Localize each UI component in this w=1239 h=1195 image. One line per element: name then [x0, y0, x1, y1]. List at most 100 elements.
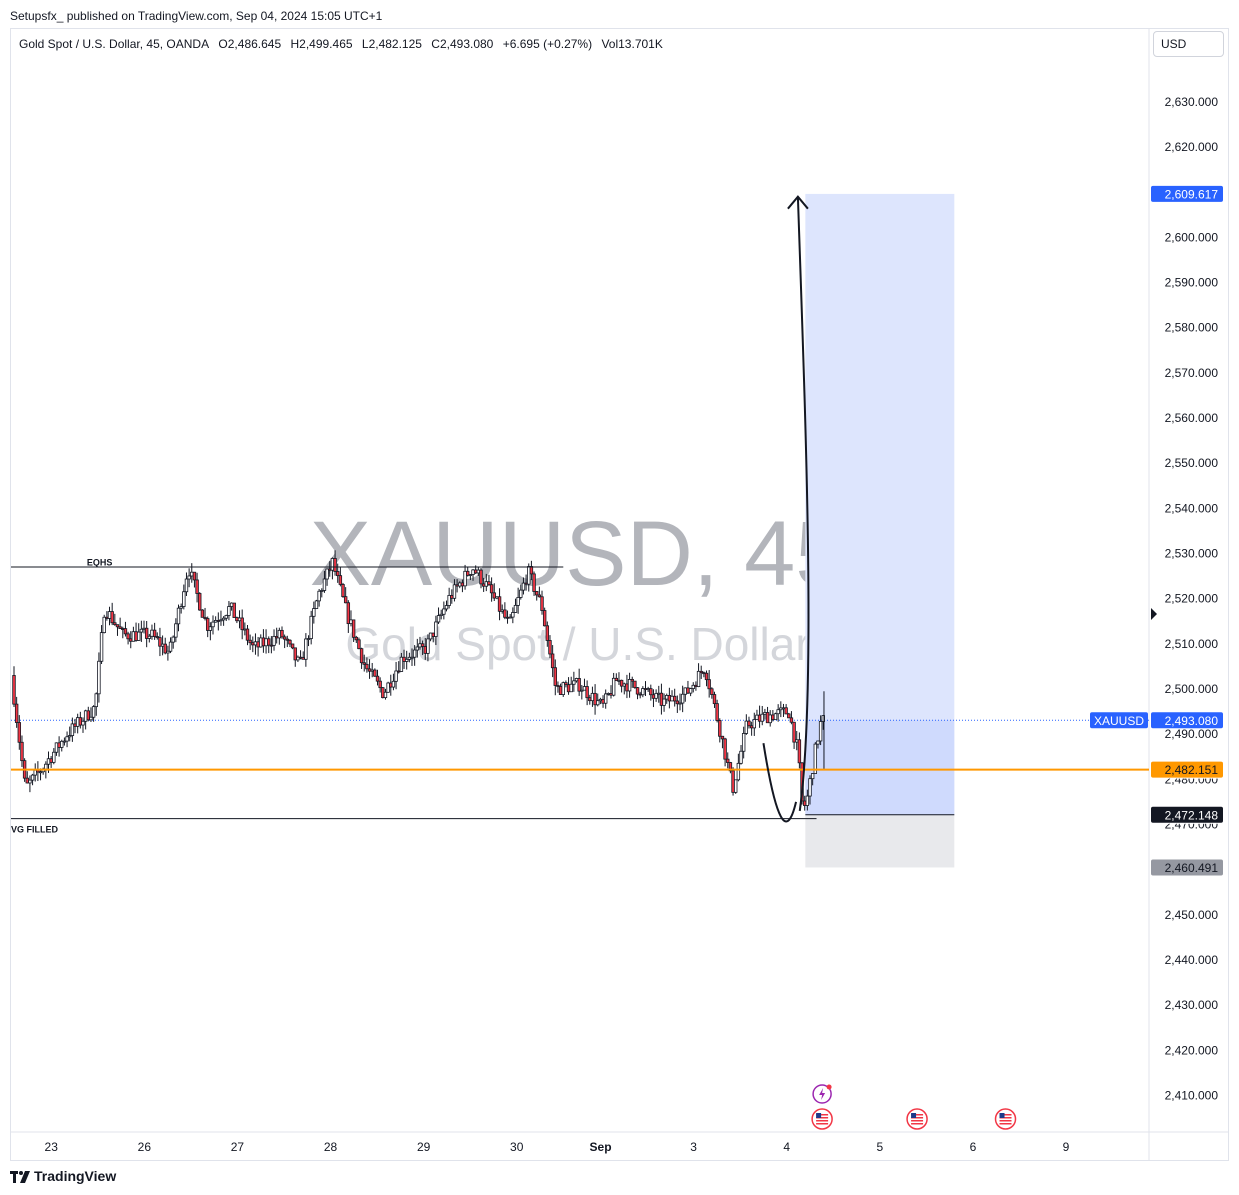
candle-bear[interactable] — [402, 656, 406, 662]
candle-bear[interactable] — [248, 639, 252, 644]
candle-bull[interactable] — [580, 689, 584, 692]
candle-bull[interactable] — [65, 736, 69, 742]
candle-bull[interactable] — [383, 691, 388, 699]
candle-bear[interactable] — [651, 694, 656, 699]
candle-bear[interactable] — [588, 697, 592, 702]
candle-bull[interactable] — [611, 677, 616, 696]
candle-bear[interactable] — [49, 758, 53, 763]
candle-bear[interactable] — [492, 592, 496, 599]
candle-bear[interactable] — [802, 800, 807, 806]
candle-bull[interactable] — [237, 617, 242, 622]
candle-bear[interactable] — [338, 575, 343, 585]
candle-bear[interactable] — [274, 635, 279, 639]
candle-bull[interactable] — [428, 632, 433, 640]
candle-bull[interactable] — [107, 611, 112, 619]
candle-bull[interactable] — [277, 629, 282, 639]
candle-bear[interactable] — [365, 663, 369, 670]
candle-bear[interactable] — [558, 686, 563, 695]
candle-bear[interactable] — [12, 675, 16, 705]
candle-bear[interactable] — [731, 770, 735, 793]
candle-bull[interactable] — [97, 660, 101, 695]
candle-bull[interactable] — [665, 695, 669, 700]
drawn-dip-curve[interactable] — [762, 743, 798, 823]
candle-bear[interactable] — [487, 581, 491, 586]
candle-bull[interactable] — [102, 616, 106, 634]
candle-bear[interactable] — [556, 685, 560, 687]
candle-bear[interactable] — [667, 695, 672, 702]
candle-bull[interactable] — [813, 743, 818, 774]
candle-bear[interactable] — [105, 616, 109, 619]
candle-bull[interactable] — [272, 635, 276, 646]
candle-bear[interactable] — [280, 629, 284, 638]
candle-bull[interactable] — [603, 693, 608, 704]
candle-bear[interactable] — [564, 682, 568, 686]
candle-bull[interactable] — [818, 721, 823, 742]
chart-pane[interactable]: EQHS VG FILLED — [11, 193, 1149, 868]
candle-bull[interactable] — [211, 621, 215, 628]
candle-bull[interactable] — [776, 709, 780, 715]
candle-bear[interactable] — [195, 579, 199, 594]
currency-button[interactable]: USD — [1153, 31, 1224, 57]
candle-bear[interactable] — [198, 593, 202, 611]
candle-bear[interactable] — [702, 672, 706, 675]
candle-bear[interactable] — [460, 582, 465, 587]
candle-bull[interactable] — [495, 596, 499, 599]
candle-bull[interactable] — [596, 700, 600, 706]
candle-bull[interactable] — [75, 717, 80, 727]
candle-bear[interactable] — [771, 714, 775, 721]
candle-bear[interactable] — [537, 594, 542, 598]
candle-bear[interactable] — [152, 629, 157, 637]
candle-bull[interactable] — [561, 682, 565, 695]
candle-bull[interactable] — [30, 774, 35, 781]
candle-bear[interactable] — [625, 683, 629, 692]
profit-zone-filled[interactable] — [805, 720, 955, 815]
candle-bear[interactable] — [354, 636, 358, 641]
candle-bull[interactable] — [641, 688, 645, 696]
candle-bull[interactable] — [259, 637, 263, 648]
candle-bull[interactable] — [795, 739, 799, 743]
candle-bull[interactable] — [83, 710, 88, 722]
candle-bear[interactable] — [720, 735, 725, 740]
candle-bear[interactable] — [797, 739, 802, 764]
candle-bear[interactable] — [73, 723, 77, 727]
candle-bull[interactable] — [187, 575, 191, 580]
candle-bear[interactable] — [479, 569, 483, 585]
candle-bear[interactable] — [420, 643, 425, 647]
candle-bear[interactable] — [726, 758, 730, 763]
candle-bear[interactable] — [351, 619, 356, 638]
candle-bull[interactable] — [52, 751, 56, 763]
candle-bull[interactable] — [468, 574, 473, 576]
candle-bear[interactable] — [614, 677, 619, 682]
candle-bull[interactable] — [221, 617, 226, 621]
candle-bear[interactable] — [789, 717, 794, 723]
candle-bull[interactable] — [760, 713, 764, 722]
candle-bear[interactable] — [134, 631, 138, 641]
price-axis[interactable]: 2,410.000 2,420.000 2,430.000 2,440.000 2,45… — [1151, 95, 1218, 1103]
candle-bear[interactable] — [282, 636, 287, 640]
candle-bull[interactable] — [322, 578, 327, 591]
candle-bear[interactable] — [550, 653, 555, 669]
candle-bull[interactable] — [190, 571, 194, 577]
candle-bear[interactable] — [285, 638, 289, 641]
candle-bear[interactable] — [14, 703, 19, 723]
candle-bull[interactable] — [574, 678, 579, 682]
candle-bear[interactable] — [585, 686, 589, 699]
candle-bull[interactable] — [463, 570, 467, 587]
candle-bear[interactable] — [529, 566, 534, 575]
candle-bear[interactable] — [577, 678, 581, 692]
candle-bull[interactable] — [688, 688, 693, 694]
candle-bear[interactable] — [381, 687, 385, 699]
candle-bear[interactable] — [375, 675, 380, 682]
candle-bull[interactable] — [60, 740, 64, 748]
candle-bear[interactable] — [144, 627, 149, 639]
candle-bear[interactable] — [378, 680, 382, 689]
candle-bull[interactable] — [370, 669, 374, 672]
candle-bull[interactable] — [434, 621, 438, 637]
candle-bear[interactable] — [118, 626, 122, 629]
candle-bear[interactable] — [553, 667, 557, 686]
candle-bull[interactable] — [739, 750, 743, 764]
candle-bull[interactable] — [182, 591, 186, 607]
candle-bull[interactable] — [91, 706, 96, 718]
candle-bear[interactable] — [503, 609, 507, 618]
